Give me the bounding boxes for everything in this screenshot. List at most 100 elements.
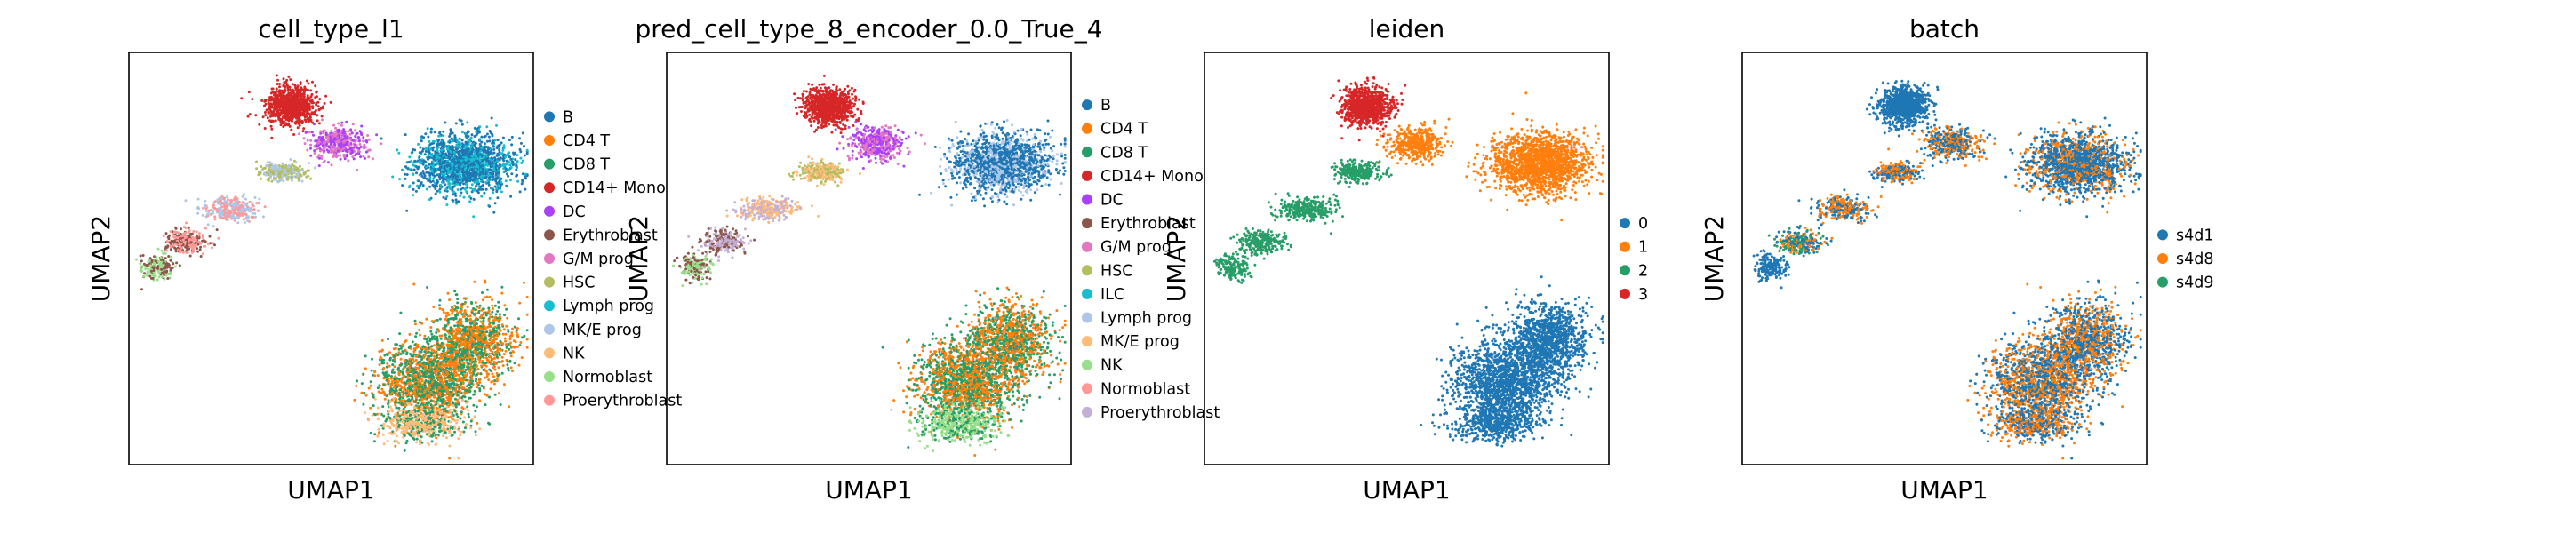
scatter-point [205, 207, 208, 210]
scatter-point [288, 103, 291, 106]
scatter-point [425, 178, 428, 180]
scatter-point [495, 124, 498, 127]
scatter-point [495, 190, 498, 193]
scatter-point [345, 141, 348, 144]
scatter-point [258, 123, 260, 126]
scatter-point [430, 128, 433, 131]
scatter-point [482, 341, 484, 344]
scatter-point [438, 131, 441, 134]
scatter-point [306, 149, 308, 152]
scatter-point [514, 362, 516, 364]
scatter-point [247, 115, 250, 118]
scatter-point [492, 366, 495, 369]
scatter-point [468, 195, 471, 198]
scatter-point [209, 235, 212, 238]
scatter-point [447, 183, 450, 186]
scatter-point [271, 180, 274, 183]
scatter-point [457, 306, 460, 309]
scatter-point [340, 158, 342, 161]
scatter-point [474, 345, 476, 347]
scatter-point [296, 86, 299, 89]
scatter-point [302, 108, 305, 111]
scatter-point [220, 217, 222, 219]
scatter-point [472, 326, 475, 329]
scatter-point [324, 102, 326, 105]
scatter-point [420, 138, 423, 140]
scatter-point [460, 159, 463, 162]
scatter-point [455, 147, 458, 150]
scatter-point [480, 186, 483, 188]
scatter-point [449, 146, 452, 148]
scatter-point [443, 311, 445, 314]
scatter-point [495, 354, 498, 356]
scatter-point [435, 163, 437, 166]
scatter-point [416, 167, 419, 170]
scatter-point [487, 181, 490, 184]
scatter-point [158, 275, 161, 278]
scatter-point [338, 140, 340, 143]
scatter-point [165, 232, 168, 235]
scatter-point [526, 338, 529, 341]
scatter-point [300, 94, 303, 97]
scatter-point [519, 148, 522, 151]
scatter-point [293, 84, 296, 87]
scatter-point [360, 133, 363, 136]
scatter-point [286, 99, 289, 101]
scatter-point [469, 174, 472, 177]
scatter-point [192, 237, 195, 240]
scatter-point [479, 165, 482, 168]
scatter-point [491, 315, 493, 318]
scatter-point [180, 227, 182, 230]
scatter-point [463, 312, 466, 314]
scatter-point [276, 171, 278, 174]
scatter-point [352, 139, 355, 141]
scatter-point [320, 107, 323, 110]
scatter-point [362, 139, 364, 142]
scatter-point [252, 216, 255, 219]
scatter-point [242, 195, 244, 198]
scatter-point [500, 330, 502, 332]
scatter-point [433, 186, 436, 188]
scatter-point [413, 148, 416, 151]
scatter-point [445, 171, 448, 173]
scatter-point [456, 298, 459, 300]
scatter-point [267, 165, 269, 168]
scatter-point [493, 159, 496, 162]
scatter-point [522, 131, 524, 134]
scatter-point [255, 202, 258, 204]
scatter-point [466, 330, 468, 332]
scatter-point [149, 264, 152, 266]
scatter-point [356, 169, 358, 171]
scatter-point [502, 364, 505, 367]
scatter-point [243, 193, 245, 195]
scatter-point [426, 166, 428, 169]
scatter-point [308, 108, 311, 111]
scatter-point [526, 314, 529, 316]
scatter-point [451, 175, 453, 178]
scatter-point [166, 240, 169, 243]
scatter-point [514, 346, 516, 349]
scatter-point [494, 369, 497, 371]
scatter-point [452, 346, 455, 348]
scatter-point [199, 246, 202, 249]
scatter-point [505, 179, 508, 182]
scatter-point [488, 356, 491, 359]
scatter-point [167, 237, 170, 240]
scatter-point [484, 326, 486, 329]
scatter-point [438, 168, 441, 171]
scatter-point [309, 120, 312, 123]
scatter-point [276, 107, 278, 110]
scatter-point [352, 123, 355, 125]
scatter-point [471, 158, 474, 161]
scatter-point [277, 181, 280, 184]
scatter-point [455, 164, 458, 167]
scatter-point [189, 234, 192, 236]
scatter-point [226, 215, 228, 218]
scatter-point [289, 158, 292, 161]
scatter-point [345, 121, 348, 123]
scatter-point [479, 346, 482, 348]
scatter-point [243, 212, 245, 215]
scatter-point [169, 259, 172, 262]
scatter-point [491, 311, 493, 314]
